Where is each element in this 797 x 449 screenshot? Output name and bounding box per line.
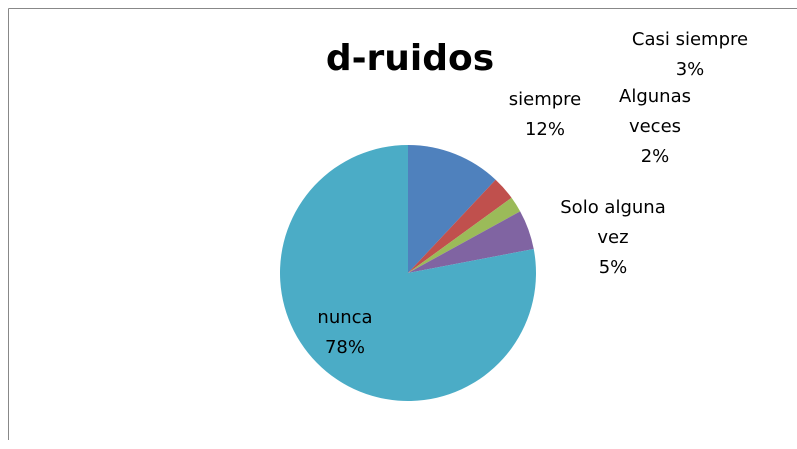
slice-label: Solo alguna vez 5% [548,193,678,283]
category-label: Algunas veces [619,86,691,137]
value-label: 12% [524,119,565,140]
slice-label: nunca 78% [300,303,390,363]
pie-slice [279,145,536,401]
category-label: Casi siempre [631,29,749,50]
slice-label: Algunas veces 2% [600,82,710,172]
value-label: 78% [324,337,365,358]
pie-slice [408,179,512,273]
value-label: 2% [640,146,670,167]
category-label: siempre [508,89,582,110]
value-label: 3% [675,59,705,80]
pie-slice [408,197,521,273]
slice-label: siempre 12% [495,85,595,145]
value-label: 5% [598,257,628,278]
category-label: nunca [317,307,373,328]
category-label: Solo alguna vez [560,197,666,248]
slice-label: Casi siempre 3% [630,25,750,85]
pie-slice [408,211,534,273]
pie-slice [408,145,496,273]
chart-title: d-ruidos [325,38,495,79]
